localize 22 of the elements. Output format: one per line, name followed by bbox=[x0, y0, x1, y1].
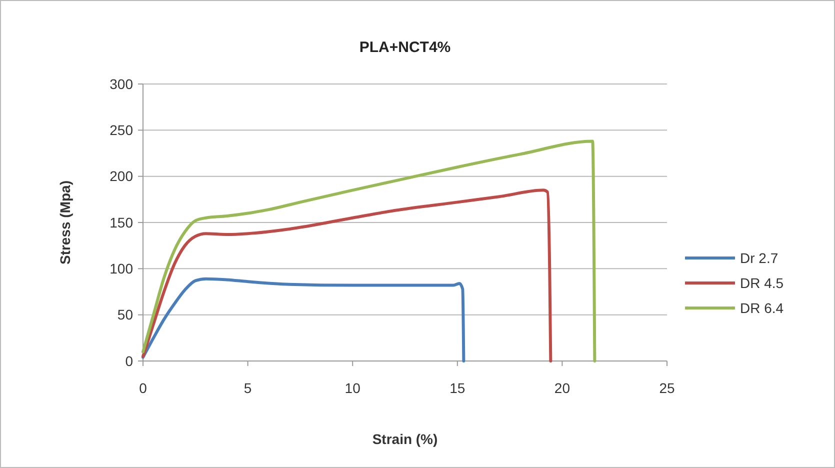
y-tick-label: 300 bbox=[110, 76, 134, 92]
x-axis-title: Strain (%) bbox=[372, 431, 438, 447]
legend-label: DR 6.4 bbox=[740, 300, 784, 316]
x-tick-label: 25 bbox=[659, 380, 675, 396]
x-tick-label: 0 bbox=[139, 380, 148, 396]
line-series bbox=[142, 277, 466, 362]
x-tick-label: 5 bbox=[244, 380, 252, 396]
legend-label: Dr 2.7 bbox=[740, 250, 778, 266]
legend-label: DR 4.5 bbox=[740, 274, 784, 291]
y-tick-label: 150 bbox=[110, 214, 134, 230]
y-tick-label: 250 bbox=[110, 122, 134, 138]
x-tick-label: 20 bbox=[554, 380, 570, 396]
y-tick-label: 100 bbox=[110, 260, 134, 277]
y-axis-title: Stress (Mpa) bbox=[57, 180, 73, 265]
line-series bbox=[142, 188, 552, 362]
line-series bbox=[142, 140, 596, 362]
x-tick-label: 15 bbox=[450, 380, 466, 396]
chart-title: PLA+NCT4% bbox=[359, 39, 451, 56]
y-tick-label: 50 bbox=[117, 306, 134, 323]
y-tick-label: 200 bbox=[110, 168, 134, 184]
x-tick-label: 10 bbox=[344, 380, 361, 396]
y-tick-label: 0 bbox=[125, 352, 134, 369]
